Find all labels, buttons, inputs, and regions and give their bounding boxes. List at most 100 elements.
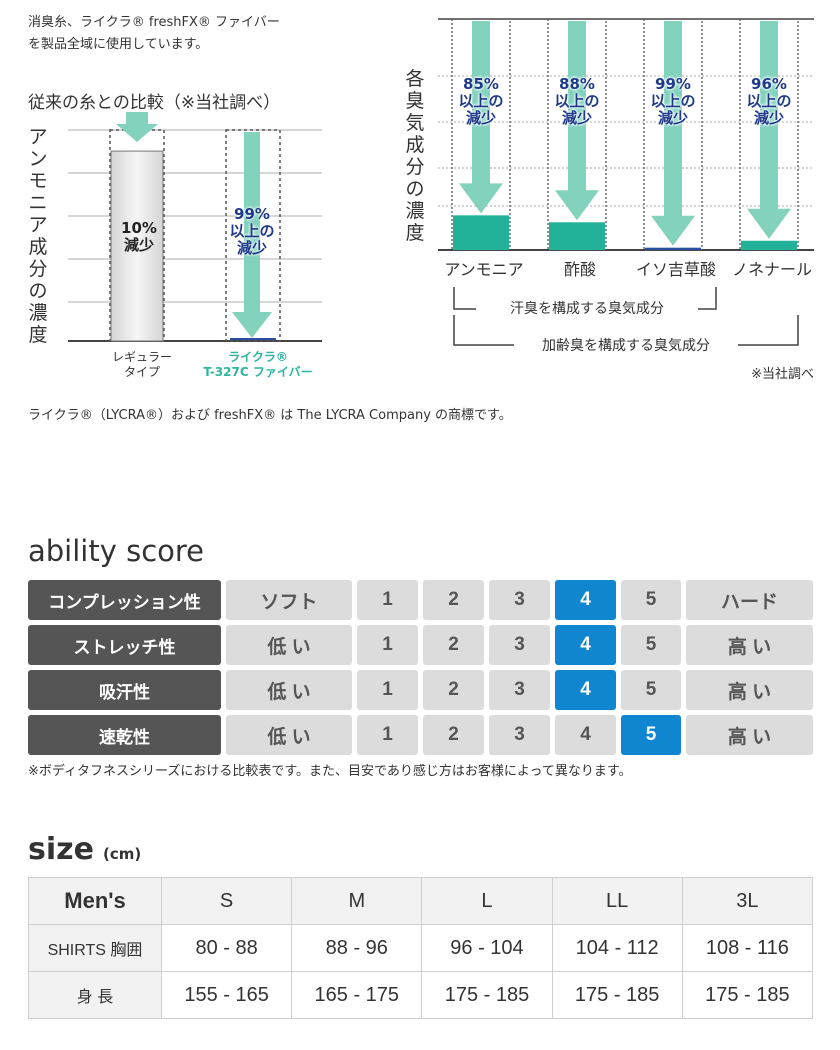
regular-label: レギュラー タイプ [111,350,172,379]
ability-score-selected: 4 [555,670,616,710]
ability-score: 5 [621,580,681,620]
size-header-cell: M [291,877,423,925]
size-cell: 80 - 88 [160,924,293,972]
intro-line-2: を製品全域に使用しています。 [28,37,209,52]
size-header-cell: S [160,877,293,925]
ability-score: 1 [357,670,418,710]
lycra-bar [230,338,276,340]
trademark-note: ライクラ®（LYCRA®）および freshFX® は The LYCRA Co… [28,408,512,423]
comparison-title: 従来の糸との比較（※当社調べ） [28,93,281,113]
size-row-height: 身 長 155 - 165 165 - 175 175 - 185 175 - … [28,971,814,1019]
odor-bar [645,247,701,250]
ability-low-label: ソフト [226,580,352,620]
lycra-arrow [232,132,272,338]
regular-bar [110,150,164,342]
size-header-row: Men's S M L LL 3L [28,877,814,925]
odor-brackets [453,287,799,346]
ability-row-label: 速乾性 [28,715,221,755]
odor-name-ammonia: アンモニア [444,260,524,279]
ability-low-label: 低 い [226,670,352,710]
ability-score: 2 [423,580,484,620]
odor-source-note: ※当社調べ [751,367,814,382]
size-row-label: 身 長 [28,971,162,1019]
ability-score: 3 [489,670,550,710]
ability-score: 2 [423,715,484,755]
odor-arrow [555,21,599,221]
ability-low-label: 低 い [226,715,352,755]
ability-score: 3 [489,580,550,620]
odor-reduction-line: 減少 [465,109,496,127]
odor-reduction-line: 85% [463,75,499,93]
lycra-label: ライクラ® T-327C ファイバー [203,350,313,379]
odor-bar [549,222,605,250]
size-row-chest: SHIRTS 胸囲 80 - 88 88 - 96 96 - 104 104 -… [28,924,814,972]
ability-high-label: 高 い [686,625,813,665]
size-cell: 175 - 185 [681,971,814,1019]
size-cell: 88 - 96 [291,924,423,972]
odor-reduction-label: 96% 以上の 減少 [734,76,804,127]
odor-reduction-line: 減少 [657,109,688,127]
size-cell: 175 - 185 [551,971,683,1019]
ability-score: 5 [621,670,681,710]
size-heading: size (cm) [28,832,141,867]
ability-high-label: ハード [686,580,813,620]
ability-row-label: ストレッチ性 [28,625,221,665]
odor-reduction-label: 99% 以上の 減少 [638,76,708,127]
ability-score-selected: 5 [621,715,681,755]
size-unit: (cm) [103,845,142,863]
ability-score: 1 [357,625,418,665]
odor-reduction-label: 85% 以上の 減少 [446,76,516,127]
ability-high-label: 高 い [686,715,813,755]
comparison-chart [68,112,322,342]
odor-name-acetic: 酢酸 [563,260,596,279]
odor-reduction-line: 99% [655,75,691,93]
sweat-odor-label: 汗臭を構成する臭気成分 [510,301,664,317]
size-cell: 175 - 185 [421,971,553,1019]
size-cell: 104 - 112 [551,924,683,972]
intro-line-1: 消臭糸、ライクラ® freshFX® ファイバー [28,15,280,30]
lycra-reduction: 99% 以上の 減少 [229,205,275,257]
ability-score: 3 [489,715,550,755]
odor-bar [741,240,797,250]
size-header-cell: Men's [28,877,162,925]
size-cell: 96 - 104 [421,924,553,972]
odor-reduction-line: 以上の [458,92,504,110]
size-table: Men's S M L LL 3L SHIRTS 胸囲 80 - 88 88 -… [28,877,814,1019]
comparison-ylabel: アンモニア成分の濃度 [28,126,48,346]
odor-reduction-line: 88% [559,75,595,93]
ability-score-selected: 4 [555,580,616,620]
size-header-cell: LL [551,877,683,925]
ability-title: ability score [28,534,205,568]
ability-score: 2 [423,670,484,710]
size-cell: 155 - 165 [160,971,293,1019]
ability-row-label: コンプレッション性 [28,580,221,620]
odor-reduction-label: 88% 以上の 減少 [542,76,612,127]
odor-name-isovaleric: イソ吉草酸 [635,260,716,279]
ability-score: 5 [621,625,681,665]
size-title: size [28,832,94,867]
odor-reduction-line: 減少 [753,109,784,127]
ability-score: 1 [357,715,418,755]
regular-reduction: 10% 減少 [121,219,157,254]
size-cell: 108 - 116 [681,924,814,972]
regular-arrow [116,112,158,142]
intro-text: 消臭糸、ライクラ® freshFX® ファイバー を製品全域に使用しています。 [28,12,280,56]
odor-reduction-line: 減少 [561,109,592,127]
ability-score: 4 [555,715,616,755]
odor-name-nonenal: ノネナール [731,260,812,279]
odor-reduction-line: 以上の [650,92,696,110]
odor-arrow [747,21,791,239]
ability-note: ※ボディタフネスシリーズにおける比較表です。また、目安であり感じ方はお客様によっ… [28,764,632,779]
size-row-label: SHIRTS 胸囲 [28,924,162,972]
ability-score: 3 [489,625,550,665]
ability-low-label: 低 い [226,625,352,665]
odor-reduction-line: 96% [751,75,787,93]
odor-reduction-line: 以上の [554,92,600,110]
size-header-cell: L [421,877,553,925]
aging-odor-label: 加齢臭を構成する臭気成分 [542,338,710,354]
ability-row-label: 吸汗性 [28,670,221,710]
size-header-cell: 3L [681,877,814,925]
odor-ylabel: 各臭気成分の濃度 [405,68,425,244]
ability-score: 2 [423,625,484,665]
odor-chart [438,18,814,251]
